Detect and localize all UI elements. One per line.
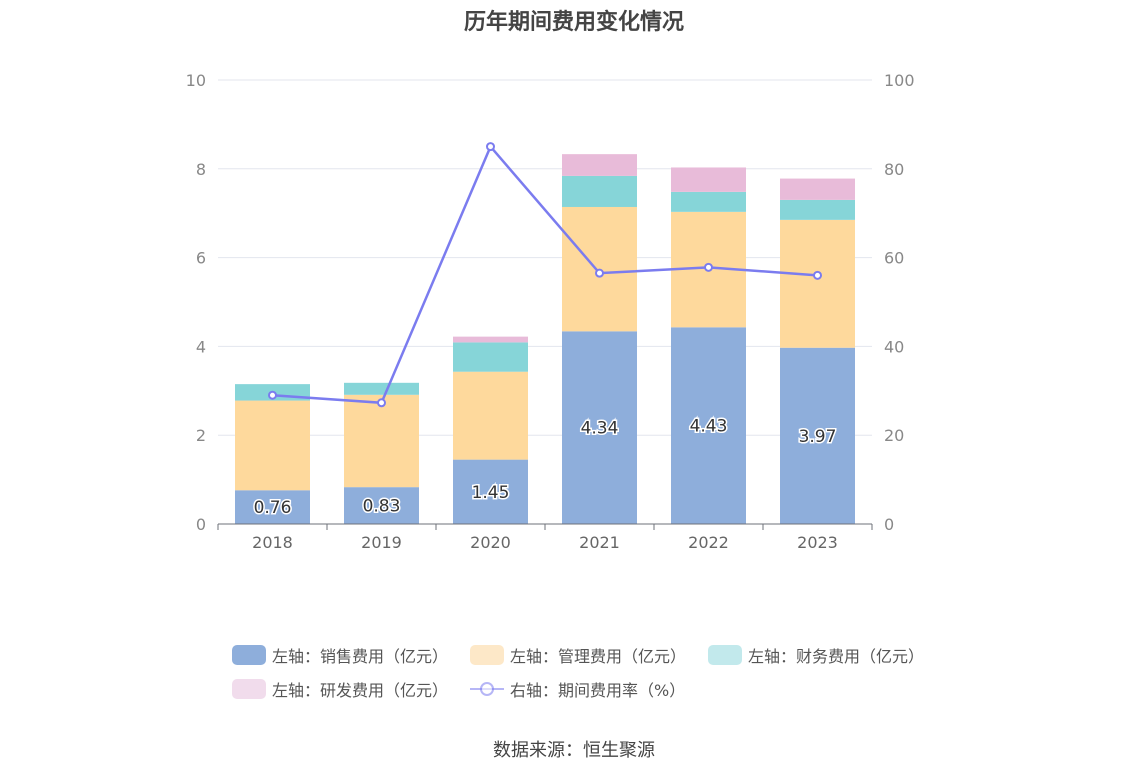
- x-axis-tick-label: 2018: [252, 533, 293, 552]
- bar-data-label: 1.45: [472, 483, 510, 503]
- bar-segment: [344, 394, 419, 488]
- source-note: 数据来源：恒生聚源: [493, 740, 655, 761]
- legend-row-1: 左轴：销售费用（亿元） 左轴：管理费用（亿元） 左轴：财务费用（亿元）: [232, 638, 932, 672]
- left-axis-tick-label: 6: [196, 249, 206, 268]
- bar-segment: [780, 219, 855, 348]
- bar-segment: [562, 175, 637, 207]
- left-axis-tick-label: 4: [196, 337, 206, 356]
- legend-swatch-admin: [470, 645, 505, 665]
- right-axis-tick-label: 40: [884, 337, 904, 356]
- legend-swatch-sales: [232, 645, 266, 665]
- legend-label-finance: 左轴：财务费用（亿元）: [748, 647, 925, 666]
- legend-swatch-rnd: [232, 679, 266, 699]
- bar-segment: [344, 487, 419, 524]
- x-axis-tick-label: 2023: [797, 533, 838, 552]
- bar-segment: [780, 347, 855, 524]
- right-axis-tick-label: 80: [884, 160, 904, 179]
- bar-data-label: 4.43: [690, 417, 728, 437]
- legend-row-2: 左轴：研发费用（亿元） 右轴：期间费用率（%）: [232, 672, 932, 706]
- bar-segment: [562, 331, 637, 524]
- bar-data-label: 3.97: [799, 427, 837, 447]
- legend-item-rate[interactable]: 右轴：期间费用率（%）: [470, 677, 685, 701]
- bar-data-label: 4.34: [581, 419, 619, 439]
- legend: 左轴：销售费用（亿元） 左轴：管理费用（亿元） 左轴：财务费用（亿元） 左轴：研…: [232, 638, 932, 706]
- left-axis-tick-label: 0: [196, 515, 206, 534]
- legend-swatch-finance: [708, 645, 743, 665]
- bar-segment: [671, 167, 746, 192]
- bar-segment: [344, 382, 419, 395]
- rate-point: [486, 142, 495, 152]
- legend-item-finance[interactable]: 左轴：财务费用（亿元）: [708, 643, 924, 667]
- left-axis-tick-label: 2: [196, 426, 206, 445]
- rate-point: [595, 268, 604, 278]
- right-axis-tick-label: 100: [884, 71, 915, 90]
- bar-segment: [780, 199, 855, 220]
- left-axis-tick-label: 8: [196, 160, 206, 179]
- bar-segment: [235, 400, 310, 491]
- bar-segment: [453, 459, 528, 524]
- x-axis-tick-label: 2019: [361, 533, 402, 552]
- legend-label-rate: 右轴：期间费用率（%）: [510, 681, 686, 700]
- bar-segment: [453, 371, 528, 460]
- right-axis-tick-label: 60: [884, 249, 904, 268]
- legend-item-admin[interactable]: 左轴：管理费用（亿元）: [470, 643, 686, 667]
- legend-line-rate-icon: [470, 682, 505, 696]
- bar-data-label: 0.83: [363, 497, 401, 517]
- bar-segment: [453, 336, 528, 343]
- legend-label-admin: 左轴：管理费用（亿元）: [510, 647, 687, 666]
- rate-point: [268, 390, 277, 400]
- bar-segment: [671, 327, 746, 524]
- x-axis-tick-label: 2021: [579, 533, 620, 552]
- rate-point: [813, 270, 822, 280]
- rate-line: [272, 144, 818, 405]
- rate-point: [377, 398, 386, 408]
- x-axis-tick-label: 2022: [688, 533, 729, 552]
- legend-label-rnd: 左轴：研发费用（亿元）: [272, 681, 449, 700]
- legend-item-rnd[interactable]: 左轴：研发费用（亿元）: [232, 677, 448, 701]
- left-axis-tick-label: 10: [186, 71, 206, 90]
- bar-segment: [235, 490, 310, 524]
- legend-label-sales: 左轴：销售费用（亿元）: [272, 647, 449, 666]
- bar-segment: [562, 154, 637, 176]
- right-axis-tick-label: 0: [884, 515, 894, 534]
- rate-point: [704, 262, 713, 272]
- legend-item-sales[interactable]: 左轴：销售费用（亿元）: [232, 643, 448, 667]
- bar-data-label: 0.76: [254, 498, 292, 518]
- bar-segment: [671, 191, 746, 212]
- right-axis-tick-label: 20: [884, 426, 904, 445]
- chart-title: 历年期间费用变化情况: [463, 10, 684, 35]
- bar-segment: [780, 178, 855, 200]
- bar-segment: [453, 342, 528, 372]
- x-axis-tick-label: 2020: [470, 533, 511, 552]
